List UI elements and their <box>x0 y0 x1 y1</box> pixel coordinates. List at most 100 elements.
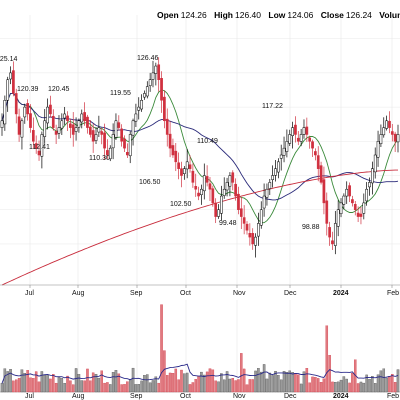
volume-bar-73 <box>208 368 212 393</box>
candle-body-5 <box>14 93 18 115</box>
candle-body-123 <box>351 199 354 204</box>
volume-bar-109 <box>311 376 314 393</box>
open-value: 124.26 <box>180 10 207 20</box>
candle-body-134 <box>382 127 386 136</box>
volume-x-label-6: 2024 <box>333 393 349 400</box>
candle-body-48 <box>137 106 141 111</box>
volume-bar-76 <box>217 381 220 393</box>
volume-ma-line <box>1 363 399 384</box>
candle-body-97 <box>276 161 280 173</box>
volume-bar-131 <box>373 383 377 393</box>
volume-bar-29 <box>83 380 86 393</box>
annotation-label-7: 117.22 <box>262 103 283 110</box>
candle-body-92 <box>262 195 266 209</box>
volume-bar-21 <box>60 378 64 393</box>
volume-bar-70 <box>200 371 203 393</box>
volume-bar-15 <box>43 375 46 393</box>
candle-body-12 <box>34 143 38 149</box>
volume-bar-118 <box>336 381 340 393</box>
candle-body-85 <box>242 217 246 224</box>
candle-body-110 <box>314 151 317 156</box>
volume-bar-2 <box>6 371 9 393</box>
volume-bar-44 <box>126 381 129 393</box>
volume-bar-14 <box>40 371 44 393</box>
candle-body-57 <box>163 96 166 122</box>
candle-body-86 <box>245 223 249 231</box>
x-tick-label-1: Aug <box>72 290 85 297</box>
candle-body-38 <box>108 147 112 160</box>
candle-body-75 <box>214 202 218 217</box>
volume-bar-0 <box>0 383 4 393</box>
volume-bar-132 <box>376 374 380 393</box>
volume-bar-85 <box>242 368 246 393</box>
candle-body-120 <box>342 195 346 205</box>
volume-bar-12 <box>34 371 38 393</box>
candle-body-37 <box>106 150 109 156</box>
candle-body-39 <box>111 134 115 149</box>
volume-bar-94 <box>268 372 272 393</box>
volume-label: Volume <box>379 10 400 20</box>
candle-body-11 <box>31 130 35 142</box>
candle-body-107 <box>305 126 309 135</box>
candle-body-1 <box>3 100 7 125</box>
candle-body-89 <box>254 236 257 246</box>
volume-bar-105 <box>299 383 303 393</box>
candle-body-98 <box>279 154 283 159</box>
candle-body-40 <box>114 120 118 138</box>
volume-bar-7 <box>20 369 24 393</box>
volume-bar-6 <box>17 378 21 393</box>
volume-bar-111 <box>316 378 320 393</box>
volume-bar-40 <box>114 370 118 393</box>
volume-bar-50 <box>143 375 146 393</box>
candle-body-31 <box>88 126 92 135</box>
candle-body-70 <box>200 188 203 196</box>
volume-x-label-0: Jul <box>25 393 34 400</box>
volume-bar-53 <box>151 380 155 393</box>
candle-body-30 <box>86 116 89 128</box>
candle-body-118 <box>336 209 340 227</box>
volume-bar-93 <box>265 378 269 393</box>
volume-bar-96 <box>274 370 277 393</box>
candle-body-32 <box>91 130 95 142</box>
volume-bar-64 <box>183 373 186 393</box>
candle-body-15 <box>43 120 47 137</box>
candle-body-27 <box>77 120 81 128</box>
annotation-label-4: 119.55 <box>110 90 131 97</box>
candle-body-63 <box>180 168 183 176</box>
candle-body-81 <box>231 172 235 183</box>
candle-body-106 <box>302 127 306 135</box>
volume-bar-23 <box>66 375 69 393</box>
volume-bar-80 <box>228 378 232 393</box>
volume-bar-90 <box>257 368 260 393</box>
volume-bar-63 <box>180 369 183 393</box>
candle-body-54 <box>154 65 158 74</box>
volume-bar-39 <box>111 372 115 393</box>
annotation-label-8: 110.49 <box>197 138 218 145</box>
volume-bar-68 <box>194 379 197 393</box>
candle-body-52 <box>148 79 152 87</box>
candle-body-66 <box>188 164 192 169</box>
annotation-label-0: 125.14 <box>0 56 18 63</box>
annotation-label-10: 102.50 <box>170 201 192 208</box>
close-label: Close <box>320 10 344 20</box>
volume-bar-27 <box>77 374 81 393</box>
volume-bar-119 <box>339 379 343 393</box>
x-tick-label-0: Jul <box>25 290 34 297</box>
candle-body-119 <box>339 202 343 214</box>
volume-bar-79 <box>225 371 229 393</box>
annotation-label-12: 98.88 <box>302 224 320 231</box>
grid-lines <box>0 15 400 285</box>
volume-bar-121 <box>345 378 348 393</box>
candle-body-116 <box>331 240 334 245</box>
volume-bar-49 <box>140 380 143 393</box>
candle-body-74 <box>211 188 215 204</box>
volume-bar-81 <box>231 378 235 393</box>
candle-body-136 <box>388 120 391 128</box>
volume-bar-103 <box>294 373 297 393</box>
volume-bar-126 <box>359 381 363 393</box>
volume-bar-116 <box>331 381 334 393</box>
volume-bar-108 <box>308 382 311 393</box>
volume-bar-9 <box>26 370 29 393</box>
candle-body-23 <box>66 115 69 122</box>
low-label: Low <box>268 10 286 20</box>
